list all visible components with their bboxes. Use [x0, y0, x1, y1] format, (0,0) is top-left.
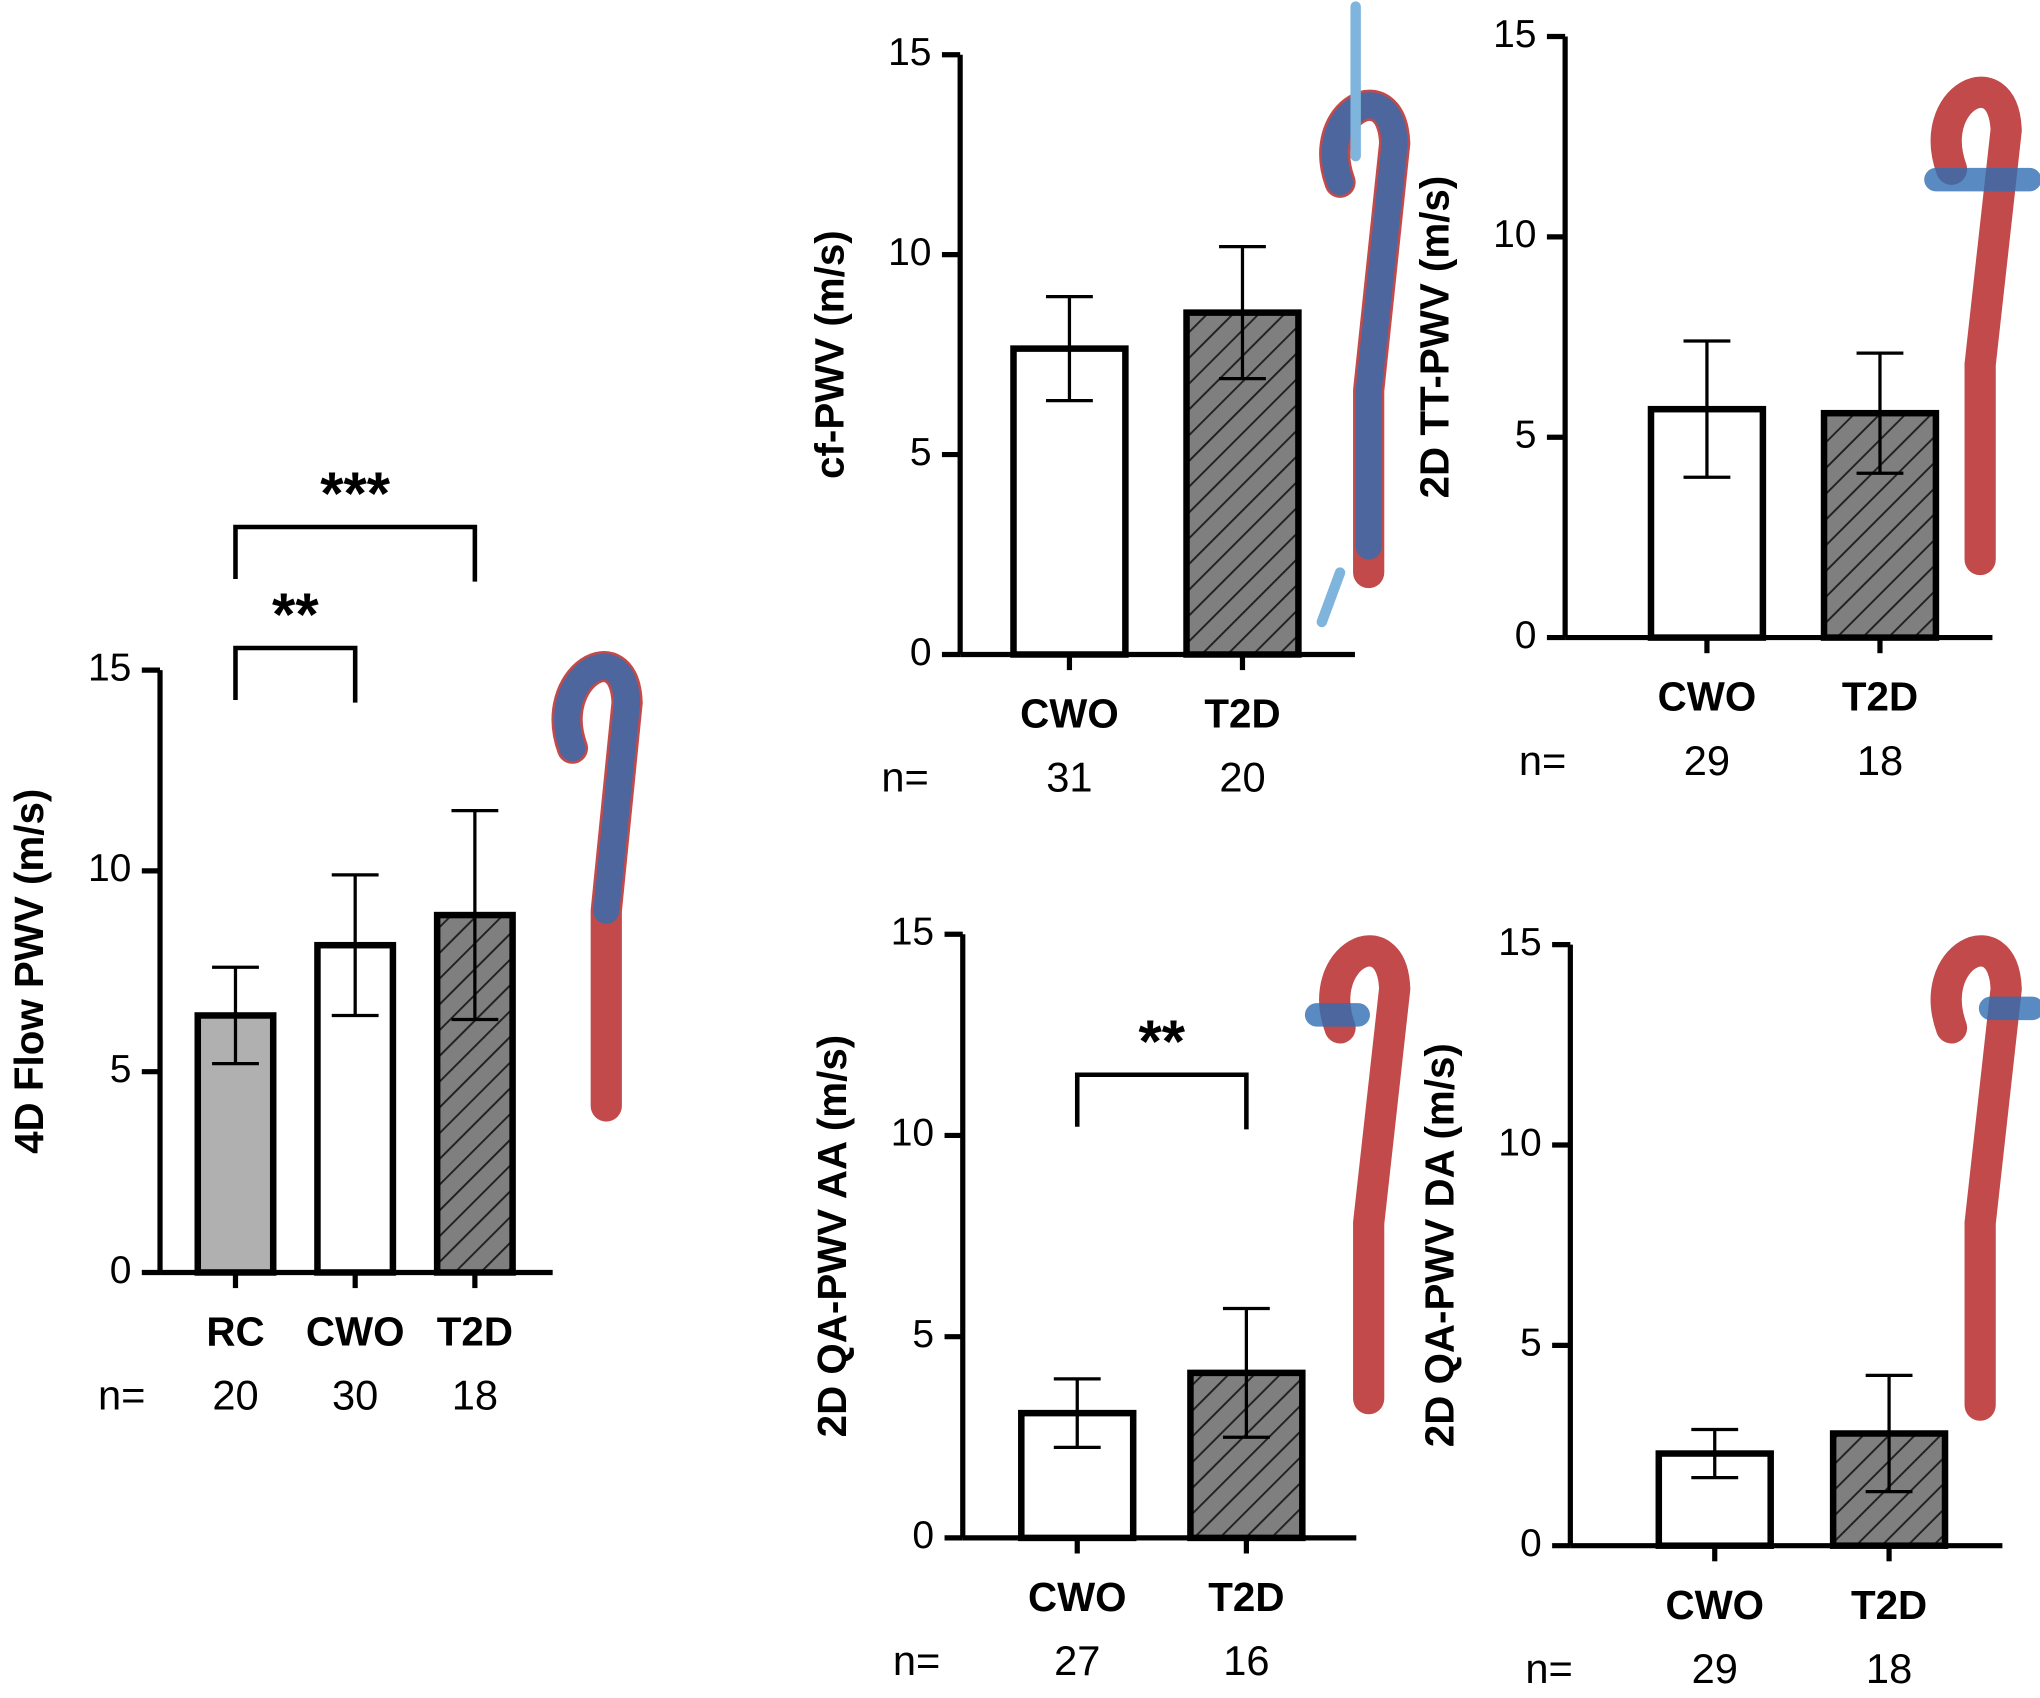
n-label: n=	[893, 1637, 940, 1684]
n-value: 20	[212, 1372, 258, 1419]
n-label: n=	[881, 754, 928, 801]
n-value: 31	[1046, 754, 1092, 801]
significance-label: **	[1139, 1008, 1186, 1075]
n-value: 20	[1219, 754, 1265, 801]
y-tick-label: 15	[88, 646, 131, 689]
y-axis-label: 2D TT-PWV (m/s)	[1411, 176, 1457, 499]
x-tick-label: T2D	[1208, 1574, 1284, 1620]
y-axis-label: 4D Flow PWV (m/s)	[6, 789, 52, 1154]
n-label: n=	[1519, 737, 1566, 784]
y-tick-label: 0	[1520, 1522, 1542, 1565]
x-tick-label: CWO	[1020, 691, 1119, 737]
significance-label: **	[272, 581, 319, 648]
significance-bracket	[233, 645, 358, 703]
significance-label: ***	[320, 460, 391, 527]
x-tick-label: T2D	[1204, 691, 1280, 737]
y-tick-label: 15	[888, 31, 931, 74]
y-tick-label: 5	[110, 1048, 132, 1091]
n-label: n=	[1525, 1645, 1572, 1692]
y-tick-label: 5	[910, 431, 932, 474]
n-value: 18	[1857, 737, 1903, 784]
aorta-illustration	[551, 1, 2040, 1421]
y-axis-label: cf-PWV (m/s)	[806, 230, 852, 479]
n-value: 18	[1866, 1645, 1912, 1692]
bar	[433, 911, 516, 1276]
x-tick-label: CWO	[306, 1309, 405, 1355]
y-axis-label: 2D QA-PWV DA (m/s)	[1416, 1043, 1462, 1447]
y-tick-label: 5	[1515, 414, 1537, 457]
y-tick-label: 5	[1520, 1322, 1542, 1365]
y-tick-label: 10	[1498, 1121, 1541, 1164]
n-value: 29	[1692, 1645, 1738, 1692]
x-tick-label: T2D	[1851, 1582, 1927, 1628]
n-label: n=	[98, 1372, 145, 1419]
y-tick-label: 0	[912, 1514, 934, 1557]
n-value: 27	[1054, 1637, 1100, 1684]
n-value: 30	[332, 1372, 378, 1419]
x-tick-label: RC	[206, 1309, 264, 1355]
x-tick-label: CWO	[1028, 1574, 1127, 1620]
x-tick-label: T2D	[1842, 674, 1918, 720]
n-value: 18	[452, 1372, 498, 1419]
y-tick-label: 10	[1493, 213, 1536, 256]
y-tick-label: 10	[888, 231, 931, 274]
y-tick-label: 0	[1515, 614, 1537, 657]
y-tick-label: 5	[912, 1313, 934, 1356]
n-value: 29	[1684, 737, 1730, 784]
x-tick-label: CWO	[1658, 674, 1757, 720]
significance-bracket	[233, 524, 478, 582]
y-axis-label: 2D QA-PWV AA (m/s)	[809, 1035, 855, 1438]
y-tick-label: 15	[1498, 921, 1541, 964]
significance-bracket	[1074, 1072, 1249, 1130]
y-tick-label: 15	[891, 911, 934, 954]
y-tick-label: 15	[1493, 13, 1536, 56]
y-tick-label: 0	[910, 631, 932, 674]
x-tick-label: CWO	[1665, 1582, 1764, 1628]
y-tick-label: 0	[110, 1249, 132, 1292]
x-tick-label: T2D	[437, 1309, 513, 1355]
n-value: 16	[1223, 1637, 1269, 1684]
y-tick-label: 10	[891, 1112, 934, 1155]
y-tick-label: 10	[88, 847, 131, 890]
